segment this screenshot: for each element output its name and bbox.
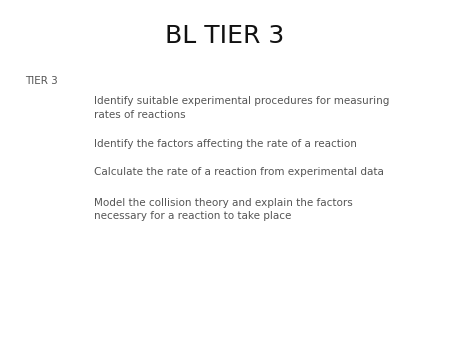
Text: Identify suitable experimental procedures for measuring
rates of reactions: Identify suitable experimental procedure…: [94, 96, 390, 120]
Text: BL TIER 3: BL TIER 3: [166, 24, 284, 48]
Text: Calculate the rate of a reaction from experimental data: Calculate the rate of a reaction from ex…: [94, 167, 384, 177]
Text: Identify the factors affecting the rate of a reaction: Identify the factors affecting the rate …: [94, 139, 357, 149]
Text: TIER 3: TIER 3: [25, 76, 58, 86]
Text: Model the collision theory and explain the factors
necessary for a reaction to t: Model the collision theory and explain t…: [94, 198, 353, 221]
